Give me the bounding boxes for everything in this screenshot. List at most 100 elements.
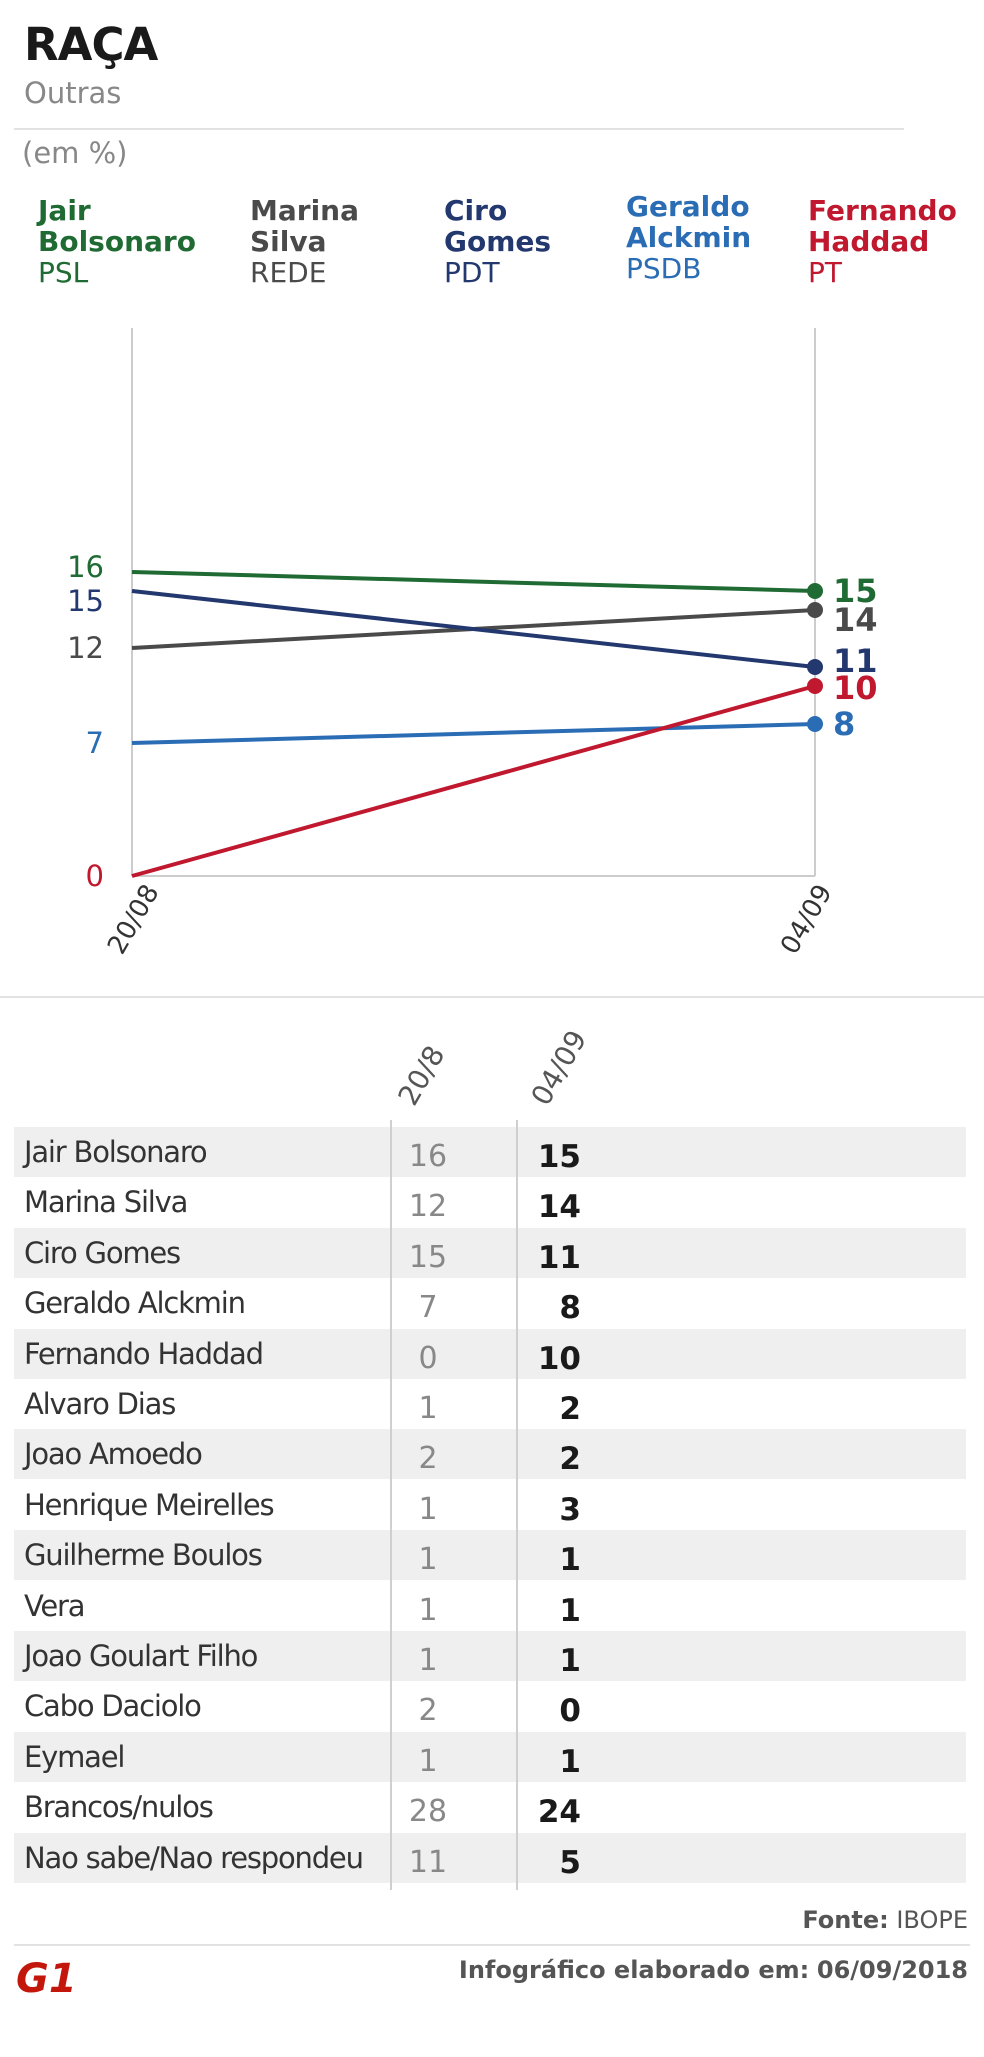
series-line-ciro-gomes [131, 589, 816, 669]
table-row: Marina Silva 12 14 [14, 1177, 966, 1227]
source-label: Fonte: [802, 1906, 889, 1934]
data-label-start-fernando-haddad: 0 [86, 859, 104, 893]
value-0409: 8 [559, 1290, 581, 1327]
value-0409: 3 [559, 1491, 581, 1528]
value-0409: 1 [559, 1542, 581, 1579]
legend-name: Marina [250, 194, 359, 227]
value-2008: 1 [418, 1743, 438, 1779]
x-tick-label: 20/08 [102, 880, 165, 960]
legend-item-bolsonaro: Jair Bolsonaro PSL [38, 195, 196, 288]
legend-name: Geraldo [626, 190, 750, 223]
footer-divider [14, 1944, 970, 1946]
data-point-fernando-haddad [807, 678, 823, 694]
table-row: Fernando Haddad 0 10 [14, 1328, 966, 1379]
data-point-marina-silva [807, 602, 823, 618]
header-divider [14, 128, 904, 130]
date-credit: Infográfico elaborado em: 06/09/2018 [459, 1956, 968, 1984]
value-0409: 24 [537, 1794, 581, 1831]
legend-name: Silva [250, 225, 327, 258]
legend-party: PSL [38, 256, 89, 289]
date-value: 06/09/2018 [816, 1956, 968, 1984]
table-column-divider [516, 1120, 518, 1890]
table-row: Ciro Gomes 15 11 [14, 1227, 966, 1278]
candidate-name: Joao Goulart Filho [24, 1639, 258, 1673]
value-0409: 15 [537, 1139, 581, 1175]
data-label-end-jair-bolsonaro: 15 [833, 572, 878, 610]
table-row: Henrique Meirelles 1 3 [14, 1480, 966, 1530]
table-row: Eymael 1 1 [14, 1731, 966, 1782]
candidate-name: Nao sabe/Nao respondeu [24, 1840, 364, 1875]
candidate-name: Geraldo Alckmin [24, 1286, 246, 1321]
value-2008: 28 [408, 1794, 448, 1830]
legend-party: PT [808, 256, 842, 289]
value-2008: 0 [418, 1340, 438, 1376]
value-2008: 1 [418, 1391, 438, 1426]
value-0409: 1 [559, 1743, 581, 1780]
value-0409: 2 [559, 1391, 581, 1427]
table-row: Vera 1 1 [14, 1581, 966, 1631]
value-2008: 1 [418, 1643, 438, 1678]
data-point-geraldo-alckmin [807, 716, 823, 732]
value-2008: 12 [408, 1189, 448, 1225]
candidate-name: Joao Amoedo [24, 1437, 203, 1472]
candidate-name: Jair Bolsonaro [24, 1135, 208, 1169]
value-0409: 1 [559, 1592, 581, 1629]
legend-name: Bolsonaro [38, 225, 196, 258]
legend-party: REDE [250, 256, 327, 289]
series-line-jair-bolsonaro [131, 570, 816, 593]
candidate-name: Brancos/nulos [24, 1790, 214, 1825]
data-label-end-marina-silva: 14 [833, 601, 878, 639]
candidate-name: Vera [24, 1588, 86, 1623]
data-label-end-fernando-haddad: 10 [833, 669, 878, 707]
unit-label: (em %) [22, 136, 128, 170]
data-point-jair-bolsonaro [807, 583, 823, 599]
value-2008: 2 [418, 1693, 438, 1729]
series-line-fernando-haddad [131, 684, 816, 878]
table-row: Alvaro Dias 1 2 [14, 1379, 966, 1429]
g1-logo-text: G1 [16, 1956, 74, 1997]
source-value: IBOPE [896, 1906, 968, 1934]
table-row: Joao Goulart Filho 1 1 [14, 1631, 966, 1681]
x-tick-label: 04/09 [775, 880, 838, 960]
value-0409: 5 [559, 1844, 581, 1881]
legend-name: Haddad [808, 225, 930, 258]
table-row: Brancos/nulos 28 24 [14, 1782, 966, 1832]
series-line-geraldo-alckmin [131, 722, 816, 745]
candidate-name: Eymael [24, 1739, 125, 1774]
value-2008: 1 [418, 1491, 438, 1527]
table-header-date2: 04/09 [524, 1024, 594, 1111]
legend-name: Alckmin [626, 221, 752, 254]
g1-logo: G1 [16, 1956, 74, 1997]
candidate-name: Henrique Meirelles [24, 1487, 275, 1522]
candidate-name: Guilherme Boulos [24, 1538, 263, 1573]
data-label-end-ciro-gomes: 11 [833, 642, 878, 680]
value-2008: 1 [418, 1592, 438, 1628]
value-0409: 1 [559, 1643, 581, 1679]
value-2008: 15 [408, 1239, 448, 1275]
value-0409: 14 [537, 1189, 581, 1226]
chart-divider [0, 996, 984, 998]
table-row: Jair Bolsonaro 16 15 [14, 1127, 966, 1177]
candidate-name: Cabo Daciolo [24, 1689, 202, 1724]
value-2008: 2 [418, 1441, 438, 1477]
data-point-ciro-gomes [807, 659, 823, 675]
candidate-name: Ciro Gomes [24, 1235, 181, 1270]
data-label-start-jair-bolsonaro: 16 [67, 550, 104, 584]
page-subtitle: Outras [24, 76, 122, 110]
table-row: Joao Amoedo 2 2 [14, 1429, 966, 1480]
value-0409: 11 [537, 1239, 581, 1276]
legend-name: Ciro [444, 194, 508, 227]
legend-party: PSDB [626, 252, 702, 285]
value-2008: 11 [408, 1844, 448, 1880]
table-row: Nao sabe/Nao respondeu 11 5 [14, 1832, 966, 1883]
candidate-name: Alvaro Dias [24, 1387, 176, 1421]
table-column-divider [390, 1120, 392, 1890]
legend-name: Gomes [444, 225, 552, 258]
candidate-name: Fernando Haddad [24, 1336, 264, 1371]
value-0409: 2 [559, 1441, 581, 1478]
legend-item-marina: Marina Silva REDE [250, 195, 359, 288]
legend-name: Jair [38, 194, 91, 227]
legend-item-ciro: Ciro Gomes PDT [444, 195, 551, 288]
table-row: Cabo Daciolo 2 0 [14, 1681, 966, 1731]
